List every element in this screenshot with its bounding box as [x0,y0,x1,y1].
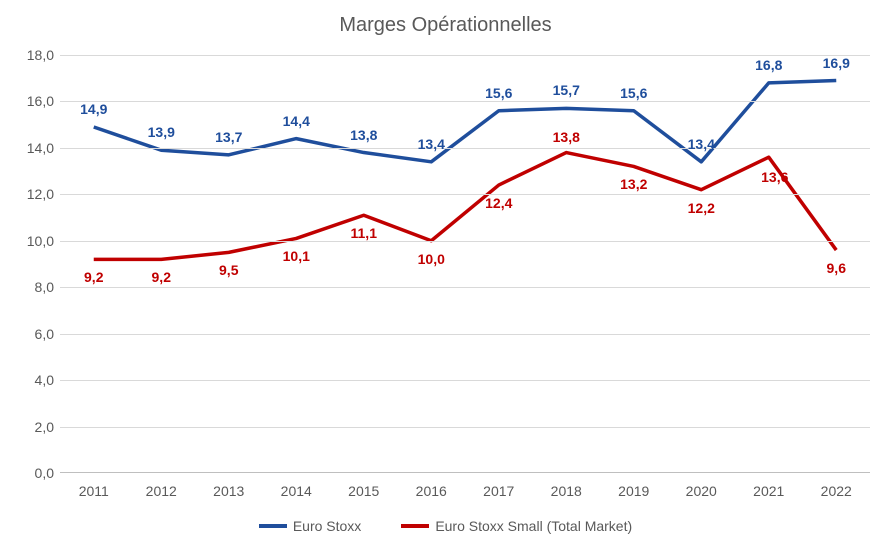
legend-item: Euro Stoxx Small (Total Market) [401,518,632,534]
legend-item: Euro Stoxx [259,518,361,534]
data-label: 13,8 [553,129,580,145]
data-label: 15,7 [553,82,580,98]
gridline [60,148,870,149]
data-label: 10,1 [283,248,310,264]
plot-area: 0,02,04,06,08,010,012,014,016,018,020112… [60,55,870,473]
xtick-label: 2020 [686,483,717,499]
ytick-label: 6,0 [20,326,54,342]
data-label: 11,1 [351,225,377,241]
data-label: 13,8 [350,127,377,143]
data-label: 9,2 [152,269,171,285]
gridline [60,101,870,102]
data-label: 13,4 [418,136,445,152]
legend-swatch [259,524,287,528]
legend: Euro Stoxx Euro Stoxx Small (Total Market… [0,518,891,534]
chart-title: Marges Opérationnelles [0,14,891,37]
ytick-label: 0,0 [20,465,54,481]
ytick-label: 18,0 [20,47,54,63]
data-label: 9,6 [827,260,846,276]
data-label: 13,6 [761,169,788,185]
gridline [60,287,870,288]
gridline [60,334,870,335]
series-line [94,153,837,260]
ytick-label: 8,0 [20,279,54,295]
data-label: 13,7 [215,129,242,145]
data-label: 13,2 [620,176,647,192]
xtick-label: 2012 [146,483,177,499]
ytick-label: 4,0 [20,372,54,388]
data-label: 15,6 [485,85,512,101]
data-label: 9,2 [84,269,103,285]
data-label: 13,9 [148,124,175,140]
xtick-label: 2013 [213,483,244,499]
chart-container: Marges Opérationnelles 0,02,04,06,08,010… [0,0,891,551]
gridline [60,55,870,56]
legend-label: Euro Stoxx Small (Total Market) [435,518,632,534]
data-label: 12,4 [485,195,512,211]
xtick-label: 2019 [618,483,649,499]
xtick-label: 2015 [348,483,379,499]
data-label: 10,0 [418,251,445,267]
xtick-label: 2018 [551,483,582,499]
legend-swatch [401,524,429,528]
line-series-layer [60,55,870,473]
xtick-label: 2017 [483,483,514,499]
ytick-label: 12,0 [20,186,54,202]
data-label: 14,4 [283,113,310,129]
xtick-label: 2021 [753,483,784,499]
series-line [94,81,837,162]
xtick-label: 2022 [821,483,852,499]
data-label: 15,6 [620,85,647,101]
gridline [60,427,870,428]
xtick-label: 2014 [281,483,312,499]
data-label: 13,4 [688,136,715,152]
legend-label: Euro Stoxx [293,518,361,534]
xtick-label: 2011 [79,483,109,499]
x-axis-line [60,472,870,473]
data-label: 12,2 [688,200,715,216]
ytick-label: 16,0 [20,93,54,109]
gridline [60,241,870,242]
ytick-label: 10,0 [20,233,54,249]
data-label: 16,8 [755,57,782,73]
gridline [60,380,870,381]
data-label: 16,9 [823,55,850,71]
xtick-label: 2016 [416,483,447,499]
data-label: 9,5 [219,262,238,278]
data-label: 14,9 [80,101,107,117]
ytick-label: 2,0 [20,419,54,435]
gridline [60,194,870,195]
ytick-label: 14,0 [20,140,54,156]
